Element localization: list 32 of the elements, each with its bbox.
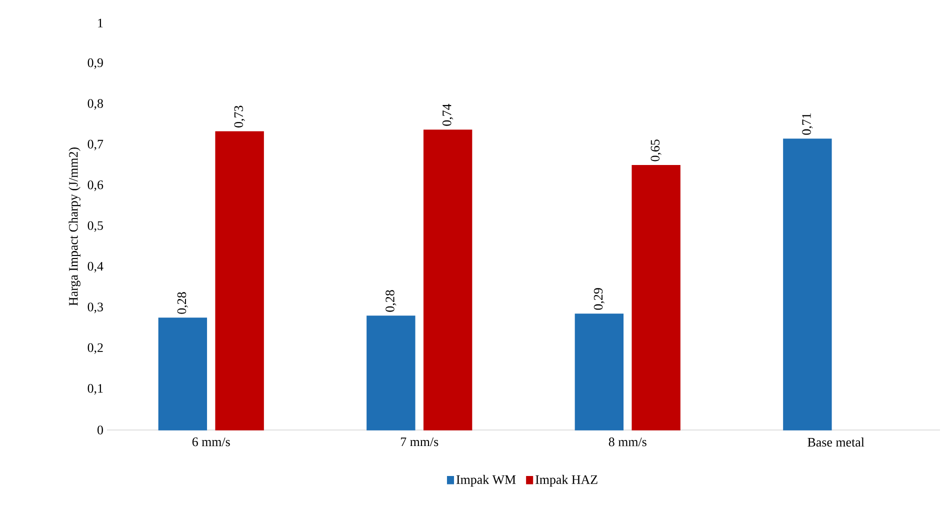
- data-label: 0,73: [234, 106, 245, 128]
- y-axis-title: Harga Impact Charpy (J/mm2): [68, 148, 80, 306]
- bar: [215, 131, 264, 430]
- x-tick-label: Base metal: [808, 438, 864, 447]
- y-tick-label: 0,4: [88, 262, 104, 273]
- bar: [574, 314, 624, 430]
- y-tick-label: 0,9: [88, 58, 103, 70]
- y-tick-label: 0,1: [88, 384, 103, 395]
- y-tick-label: 0: [98, 426, 103, 434]
- bar: [158, 318, 208, 430]
- x-tick-label: 7 mm/s: [400, 438, 438, 446]
- data-label: 0,28: [177, 292, 188, 314]
- data-label: 0,74: [442, 104, 454, 126]
- x-tick-label: 8 mm/s: [608, 438, 646, 446]
- bar: [632, 165, 680, 430]
- y-tick-label: 0,7: [88, 140, 104, 150]
- y-tick-label: 0,8: [88, 99, 103, 110]
- y-tick-label: 0,6: [88, 180, 104, 192]
- data-label: 0,71: [802, 113, 813, 135]
- bar: [423, 130, 472, 430]
- data-label: 0,29: [594, 288, 604, 310]
- y-tick-label: 1: [98, 18, 103, 28]
- bar: [366, 316, 416, 430]
- y-tick-label: 0,2: [88, 343, 103, 354]
- legend-label: Impak WM: [456, 474, 516, 487]
- legend-label: Impak HAZ: [536, 474, 598, 487]
- bar: [783, 138, 832, 430]
- data-label: 0,28: [386, 290, 396, 312]
- y-tick-label: 0,3: [88, 302, 103, 314]
- x-tick-label: 6 mm/s: [192, 438, 230, 446]
- data-label: 0,65: [650, 140, 662, 162]
- y-tick-label: 0,5: [88, 221, 103, 232]
